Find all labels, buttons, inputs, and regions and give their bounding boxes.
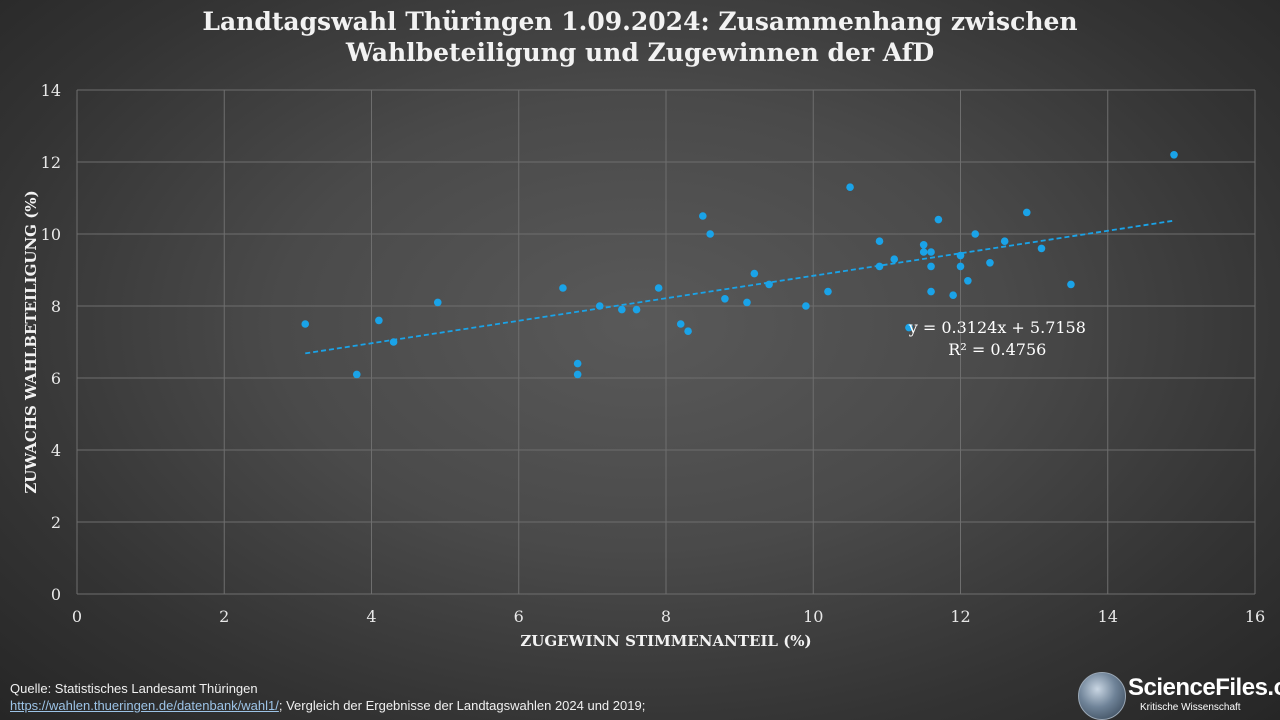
data-point xyxy=(654,284,663,292)
trendline-equation: y = 0.3124x + 5.7158 xyxy=(908,318,1086,337)
data-point xyxy=(1000,237,1009,245)
data-point xyxy=(905,323,913,332)
data-point xyxy=(1037,244,1046,253)
data-point xyxy=(1022,208,1031,217)
data-point xyxy=(676,320,685,328)
data-point xyxy=(802,302,810,310)
data-point xyxy=(927,287,935,296)
data-point xyxy=(964,277,972,285)
data-point xyxy=(559,284,567,292)
data-point xyxy=(699,212,707,220)
logo-brand: ScienceFiles.org xyxy=(1128,674,1280,701)
data-point xyxy=(389,338,398,346)
logo-tagline: Kritische Wissenschaft xyxy=(1140,702,1241,713)
data-point xyxy=(573,370,582,379)
data-point xyxy=(949,291,957,300)
y-tick-label: 4 xyxy=(51,441,61,460)
data-point xyxy=(433,298,442,307)
data-point xyxy=(684,327,692,336)
data-point xyxy=(919,248,928,256)
y-tick-label: 0 xyxy=(51,585,61,604)
data-point xyxy=(750,269,759,278)
data-point xyxy=(573,359,582,368)
data-point xyxy=(721,295,729,303)
data-point xyxy=(927,262,935,271)
x-tick-label: 10 xyxy=(803,607,823,626)
data-point xyxy=(1170,151,1178,159)
data-point xyxy=(301,320,310,328)
source-footer: Quelle: Statistisches Landesamt Thüringe… xyxy=(10,680,645,714)
sciencefiles-logo: ScienceFiles.org Kritische Wissenschaft xyxy=(1040,668,1280,720)
data-point xyxy=(632,305,641,314)
data-point xyxy=(824,287,832,296)
y-tick-label: 6 xyxy=(51,369,61,388)
data-point xyxy=(846,183,854,191)
y-tick-label: 2 xyxy=(51,513,61,532)
y-tick-label: 8 xyxy=(51,297,61,316)
data-point xyxy=(1067,280,1075,289)
chart-title-line1: Landtagswahl Thüringen 1.09.2024: Zusamm… xyxy=(202,7,1078,36)
data-point xyxy=(743,298,751,307)
data-points xyxy=(301,151,1178,379)
data-point xyxy=(875,262,884,271)
data-point xyxy=(919,241,928,249)
data-point xyxy=(618,305,626,314)
x-tick-label: 12 xyxy=(950,607,970,626)
data-point xyxy=(595,302,604,310)
x-tick-label: 0 xyxy=(72,607,82,626)
y-tick-label: 14 xyxy=(41,81,61,100)
y-axis-label: ZUWACHS WAHLBETEILIGUNG (%) xyxy=(22,190,40,493)
trendline-r-squared: R² = 0.4756 xyxy=(948,340,1046,359)
data-point xyxy=(971,230,980,238)
data-point xyxy=(890,255,899,263)
source-note: ; Vergleich der Ergebnisse der Landtagsw… xyxy=(278,698,646,713)
source-link[interactable]: https://wahlen.thueringen.de/datenbank/w… xyxy=(10,698,279,713)
y-tick-label: 10 xyxy=(41,225,61,244)
x-tick-label: 14 xyxy=(1098,607,1118,626)
y-axis-ticks: 0 2 4 6 8 10 12 14 xyxy=(41,81,61,604)
x-tick-label: 6 xyxy=(514,607,524,626)
data-point xyxy=(956,262,965,271)
x-axis-label: ZUGEWINN STIMMENANTEIL (%) xyxy=(520,632,811,650)
chart-title-line2: Wahlbeteiligung und Zugewinnen der AfD xyxy=(345,38,935,67)
data-point xyxy=(706,230,714,238)
trendline xyxy=(305,219,1175,355)
data-point xyxy=(927,248,935,256)
y-tick-label: 12 xyxy=(41,153,61,172)
globe-icon xyxy=(1078,672,1126,720)
x-tick-label: 2 xyxy=(219,607,229,626)
source-text: Quelle: Statistisches Landesamt Thüringe… xyxy=(10,681,258,696)
data-point xyxy=(875,237,884,245)
data-point xyxy=(934,215,943,224)
x-tick-label: 8 xyxy=(661,607,671,626)
data-point xyxy=(375,316,383,325)
data-point xyxy=(956,251,965,260)
grid xyxy=(76,89,1256,595)
chart-title: Landtagswahl Thüringen 1.09.2024: Zusamm… xyxy=(0,6,1280,68)
x-tick-label: 16 xyxy=(1245,607,1265,626)
x-axis-ticks: 0 2 4 6 8 10 12 14 16 xyxy=(72,607,1265,626)
data-point xyxy=(765,280,773,289)
source-line: https://wahlen.thueringen.de/datenbank/w… xyxy=(10,697,645,714)
data-point xyxy=(986,259,994,267)
data-point xyxy=(352,370,361,379)
x-tick-label: 4 xyxy=(366,607,376,626)
